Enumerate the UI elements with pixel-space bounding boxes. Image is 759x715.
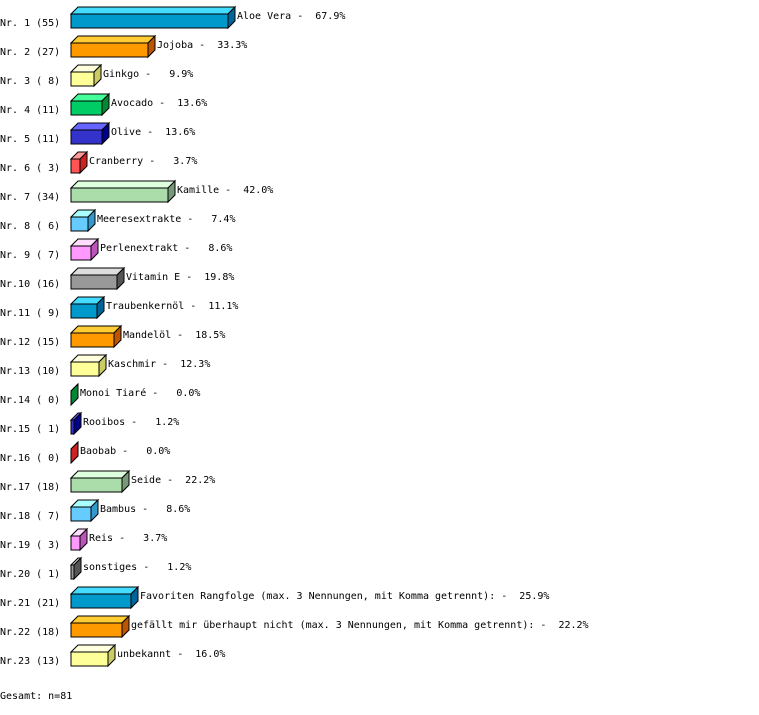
category-label: Nr. 7 (34) (0, 192, 60, 203)
bar (70, 158, 81, 174)
category-label: Nr.10 (16) (0, 279, 60, 290)
data-label: unbekannt - 16.0% (117, 649, 225, 660)
data-label: Ginkgo - 9.9% (103, 69, 193, 80)
category-label: Nr. 4 (11) (0, 105, 60, 116)
category-label: Nr.21 (21) (0, 598, 60, 609)
data-label: Baobab - 0.0% (80, 446, 170, 457)
total-count: Gesamt: n=81 (0, 691, 73, 702)
bar-top (69, 325, 123, 334)
bar (70, 477, 123, 493)
bar-side (70, 440, 79, 465)
category-label: Nr.20 ( 1) (0, 569, 60, 580)
category-label: Nr. 1 (55) (0, 18, 60, 29)
bar (70, 100, 103, 116)
category-label: Nr.18 ( 7) (0, 511, 60, 522)
data-label: Seide - 22.2% (131, 475, 215, 486)
bar-top (69, 615, 131, 624)
bar (70, 13, 229, 29)
bar (70, 216, 89, 232)
bar (70, 42, 149, 58)
data-label: gefällt mir überhaupt nicht (max. 3 Nenn… (131, 620, 589, 631)
category-label: Nr.17 (18) (0, 482, 60, 493)
data-label: Meeresextrakte - 7.4% (97, 214, 235, 225)
category-label: Nr.12 (15) (0, 337, 60, 348)
bar (70, 245, 92, 261)
data-label: Perlenextrakt - 8.6% (100, 243, 232, 254)
bar-top (69, 35, 157, 44)
category-label: Nr.14 ( 0) (0, 395, 60, 406)
category-label: Nr.15 ( 1) (0, 424, 60, 435)
bar-top (69, 180, 177, 189)
bar-side (70, 382, 79, 407)
bar (70, 332, 115, 348)
bar (70, 651, 109, 667)
data-label: Cranberry - 3.7% (89, 156, 197, 167)
category-label: Nr.11 ( 9) (0, 308, 60, 319)
category-label: Nr.22 (18) (0, 627, 60, 638)
data-label: Favoriten Rangfolge (max. 3 Nennungen, m… (140, 591, 549, 602)
bar (70, 187, 169, 203)
category-label: Nr.13 (10) (0, 366, 60, 377)
bar-top (69, 586, 140, 595)
data-label: sonstiges - 1.2% (83, 562, 191, 573)
data-label: Jojoba - 33.3% (157, 40, 247, 51)
category-label: Nr. 5 (11) (0, 134, 60, 145)
category-label: Nr. 3 ( 8) (0, 76, 60, 87)
category-label: Nr.23 (13) (0, 656, 60, 667)
bar (70, 506, 92, 522)
category-label: Nr.19 ( 3) (0, 540, 60, 551)
data-label: Mandelöl - 18.5% (123, 330, 225, 341)
bar (70, 535, 81, 551)
data-label: Bambus - 8.6% (100, 504, 190, 515)
data-label: Reis - 3.7% (89, 533, 167, 544)
bar (70, 361, 100, 377)
bar (70, 419, 75, 435)
category-label: Nr.16 ( 0) (0, 453, 60, 464)
bar (70, 564, 75, 580)
data-label: Kamille - 42.0% (177, 185, 273, 196)
data-label: Avocado - 13.6% (111, 98, 207, 109)
data-label: Vitamin E - 19.8% (126, 272, 234, 283)
data-label: Traubenkernöl - 11.1% (106, 301, 238, 312)
category-label: Nr. 2 (27) (0, 47, 60, 58)
bar-chart: Nr. 1 (55) Aloe Vera - 67.9% Nr. 2 (27) Joj… (0, 5, 589, 668)
bar (70, 593, 132, 609)
data-label: Monoi Tiaré - 0.0% (80, 387, 200, 399)
category-label: Nr. 8 ( 6) (0, 221, 60, 232)
data-label: Rooibos - 1.2% (83, 417, 179, 428)
bar (70, 129, 103, 145)
bar-top (69, 267, 126, 276)
category-label: Nr. 6 ( 3) (0, 163, 60, 174)
bar-top (69, 470, 131, 479)
data-label: Aloe Vera - 67.9% (237, 11, 345, 22)
data-label: Kaschmir - 12.3% (108, 359, 210, 370)
bar (70, 71, 95, 87)
bar (70, 622, 123, 638)
bar-top (69, 6, 237, 15)
bar (70, 303, 98, 319)
bar (70, 274, 118, 290)
category-label: Nr. 9 ( 7) (0, 250, 60, 261)
data-label: Olive - 13.6% (111, 127, 195, 138)
